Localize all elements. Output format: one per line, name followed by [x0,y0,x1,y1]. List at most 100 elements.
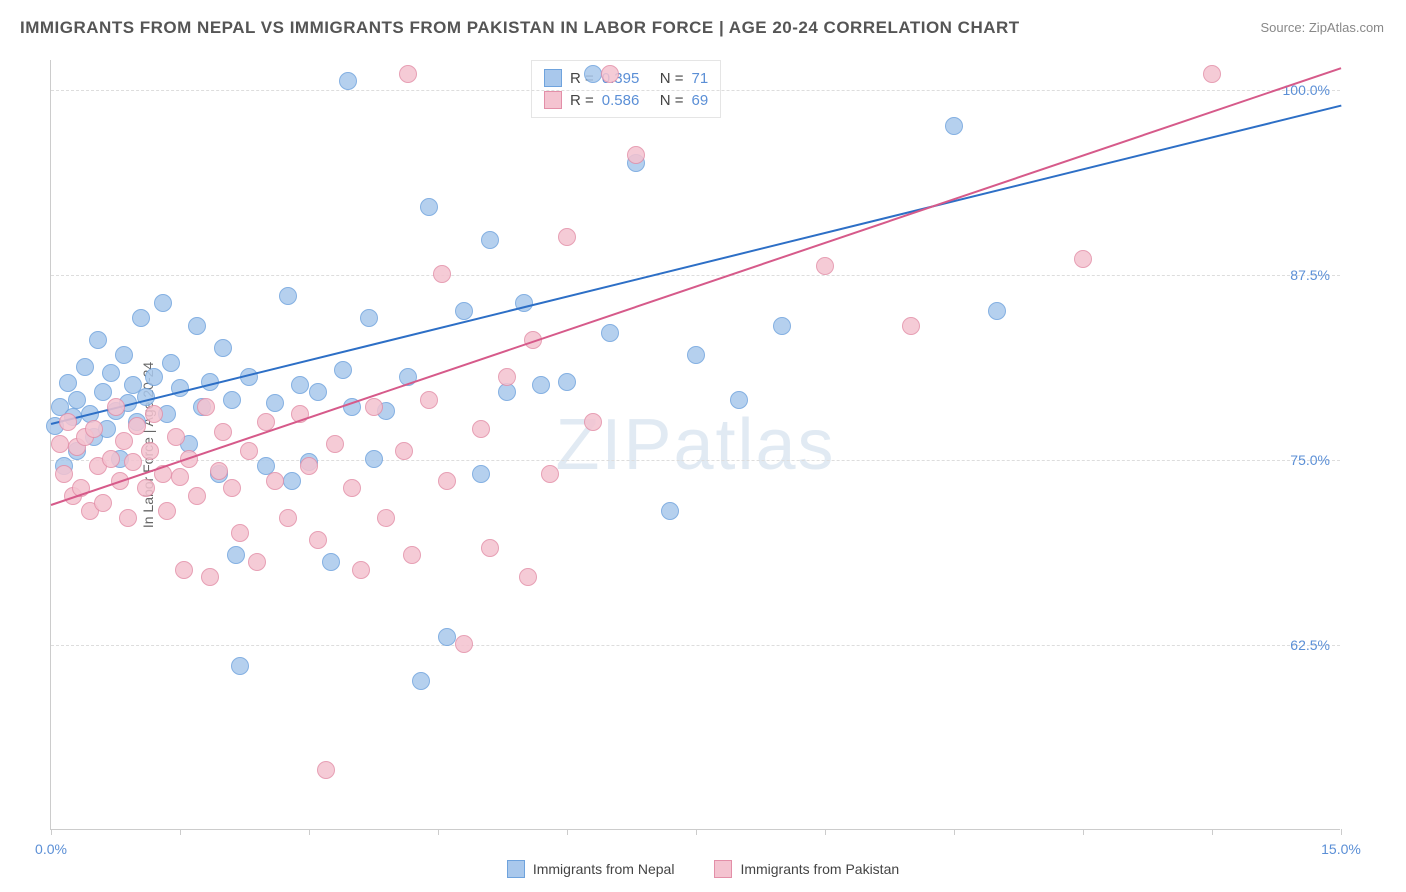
scatter-point [154,294,172,312]
legend-n-value: 71 [692,70,709,87]
trend-line [51,67,1342,506]
scatter-point [51,435,69,453]
scatter-point [988,302,1006,320]
scatter-point [498,368,516,386]
scatter-point [197,398,215,416]
scatter-point [102,450,120,468]
x-tick-label-left: 0.0% [35,841,67,857]
scatter-point [283,472,301,490]
scatter-point [420,391,438,409]
scatter-point [279,509,297,527]
legend-n-value: 69 [692,92,709,109]
scatter-point [1074,250,1092,268]
legend-r-value: 0.586 [602,92,652,109]
scatter-point [343,479,361,497]
y-tick-label: 62.5% [1290,637,1330,653]
scatter-point [115,346,133,364]
legend-r-label: R = [570,92,594,109]
scatter-point [584,413,602,431]
scatter-point [365,450,383,468]
scatter-point [55,465,73,483]
y-tick-label: 75.0% [1290,452,1330,468]
scatter-point [94,383,112,401]
scatter-point [210,462,228,480]
scatter-point [145,368,163,386]
scatter-point [773,317,791,335]
source-attribution: Source: ZipAtlas.com [1260,20,1384,35]
scatter-point [171,468,189,486]
scatter-point [1203,65,1221,83]
scatter-point [214,339,232,357]
legend-swatch [544,91,562,109]
legend-n-label: N = [660,92,684,109]
legend-swatch [507,860,525,878]
scatter-point [472,420,490,438]
scatter-point [188,317,206,335]
scatter-point [107,398,125,416]
scatter-point [167,428,185,446]
scatter-point [352,561,370,579]
scatter-point [420,198,438,216]
legend-n-label: N = [660,70,684,87]
scatter-point [472,465,490,483]
scatter-point [188,487,206,505]
scatter-point [89,331,107,349]
legend-series-name: Immigrants from Pakistan [740,861,899,877]
scatter-point [584,65,602,83]
scatter-point [730,391,748,409]
x-tick [180,829,181,835]
scatter-point [137,479,155,497]
gridline-h [51,275,1340,276]
scatter-point [438,472,456,490]
scatter-point [223,479,241,497]
scatter-point [291,376,309,394]
scatter-point [322,553,340,571]
scatter-point [227,546,245,564]
scatter-point [816,257,834,275]
scatter-point [360,309,378,327]
scatter-point [309,531,327,549]
scatter-point [601,65,619,83]
legend-bottom-item: Immigrants from Nepal [507,860,675,878]
gridline-h [51,645,1340,646]
scatter-point [455,635,473,653]
scatter-point [532,376,550,394]
scatter-point [300,457,318,475]
scatter-point [141,442,159,460]
scatter-point [85,420,103,438]
scatter-point [395,442,413,460]
x-tick [51,829,52,835]
scatter-point [231,657,249,675]
scatter-point [223,391,241,409]
scatter-point [519,568,537,586]
scatter-point [438,628,456,646]
scatter-point [403,546,421,564]
x-tick [438,829,439,835]
scatter-point [339,72,357,90]
scatter-point [94,494,112,512]
x-tick [1212,829,1213,835]
scatter-point [317,761,335,779]
legend-swatch [714,860,732,878]
scatter-point [59,374,77,392]
scatter-point [377,509,395,527]
scatter-point [132,309,150,327]
scatter-point [248,553,266,571]
scatter-point [455,302,473,320]
scatter-point [481,539,499,557]
legend-swatch [544,69,562,87]
scatter-point [266,394,284,412]
scatter-point [266,472,284,490]
scatter-point [902,317,920,335]
scatter-point [309,383,327,401]
scatter-point [162,354,180,372]
scatter-point [201,568,219,586]
scatter-point [231,524,249,542]
legend-top-row: R = 0.586 N = 69 [544,89,708,111]
scatter-point [240,442,258,460]
scatter-point [128,417,146,435]
scatter-point [68,391,86,409]
scatter-point [481,231,499,249]
y-tick-label: 87.5% [1290,267,1330,283]
x-tick [1083,829,1084,835]
